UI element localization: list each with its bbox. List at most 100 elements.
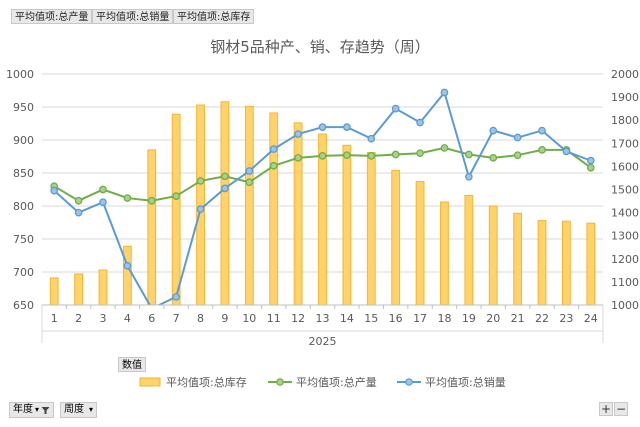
sales-point: [440, 88, 449, 97]
production-point: [245, 178, 254, 187]
legend-item-production: 平均值项:总产量: [268, 374, 377, 390]
inventory-bar: [98, 269, 108, 305]
sales-point: [123, 261, 132, 270]
x-axis-tick-label: 20: [486, 312, 500, 325]
left-axis-tick-label: 650: [13, 299, 34, 312]
sales-point: [416, 118, 424, 127]
left-axis-tick-label: 1000: [6, 68, 34, 81]
sales-point: [538, 126, 546, 135]
right-axis-tick-label: 1500: [611, 184, 639, 197]
production-point: [391, 150, 400, 159]
x-axis-tick-label: 9: [221, 312, 228, 325]
x-axis-tick-label: 2: [75, 312, 82, 325]
field-button-production[interactable]: 平均值项:总产量: [11, 9, 93, 24]
sales-point: [464, 172, 473, 181]
inventory-bar: [562, 220, 571, 305]
x-axis-tick-label: 13: [316, 312, 330, 325]
production-point: [221, 172, 229, 181]
x-axis-tick-label: 7: [173, 312, 180, 325]
chart-title: 钢材5品种产、销、存趋势（周）: [210, 38, 430, 56]
left-axis-tick-label: 700: [13, 266, 34, 279]
inventory-bar: [293, 122, 303, 305]
x-axis-tick-label: 10: [242, 312, 256, 325]
production-point: [269, 161, 278, 170]
inventory-bar: [391, 169, 401, 305]
production-point: [123, 194, 132, 202]
right-axis-tick-label: 1600: [611, 160, 639, 173]
x-axis-tick-label: 17: [413, 312, 427, 325]
x-axis-tick-label: 14: [340, 312, 354, 325]
year-filter-button[interactable]: 年度 ▾: [9, 402, 55, 418]
x-axis-tick-label: 19: [462, 312, 476, 325]
collapse-button[interactable]: −: [614, 402, 628, 416]
inventory-bar: [171, 113, 181, 305]
legend-label-inventory: 平均值项:总库存: [166, 376, 247, 389]
left-axis-tick-label: 750: [13, 233, 34, 246]
x-axis-tick-label: 21: [511, 312, 525, 325]
sales-point: [196, 205, 205, 213]
inventory-bar: [586, 222, 596, 305]
inventory-bar: [220, 101, 230, 305]
legend-item-inventory: 平均值项:总库存: [138, 374, 247, 390]
production-point: [147, 196, 156, 205]
sales-point: [294, 130, 302, 138]
right-axis-tick-label: 1700: [611, 137, 639, 150]
x-axis-tick-label: 24: [584, 312, 598, 325]
right-axis-tick-label: 1100: [611, 276, 639, 289]
x-axis-group-label: 2025: [309, 335, 337, 348]
production-point: [196, 177, 205, 185]
week-filter-button[interactable]: 周度 ▾: [60, 402, 98, 418]
inventory-bar: [269, 112, 279, 305]
legend-label-production: 平均值项:总产量: [296, 376, 377, 389]
sales-point: [50, 186, 59, 195]
legend-label-sales: 平均值项:总销量: [425, 376, 506, 389]
sales-point: [343, 123, 351, 131]
production-point: [440, 144, 449, 152]
production-point: [367, 151, 376, 160]
left-axis-tick-label: 900: [13, 134, 34, 147]
x-axis-tick-label: 3: [99, 312, 106, 325]
sales-point: [99, 198, 107, 207]
dropdown-icon: ▾: [35, 405, 40, 414]
plot-area: [49, 88, 596, 305]
sales-point: [367, 134, 376, 143]
legend-swatch-inventory: [139, 377, 161, 387]
values-field-button[interactable]: 数值: [118, 357, 146, 372]
week-filter-label: 周度: [64, 404, 84, 415]
expand-button[interactable]: +: [599, 402, 613, 416]
x-axis-tick-label: 4: [124, 312, 131, 325]
field-button-inventory[interactable]: 平均值项:总库存: [173, 9, 255, 24]
production-point: [74, 196, 83, 205]
sales-point: [245, 167, 254, 175]
x-axis-tick-label: 16: [389, 312, 403, 325]
filter-icon: [41, 406, 50, 414]
x-axis-tick-label: 18: [437, 312, 451, 325]
legend-item-sales: 平均值项:总销量: [397, 374, 506, 390]
production-point: [99, 185, 107, 194]
inventory-bar: [196, 104, 205, 305]
sales-point: [562, 147, 571, 156]
production-point: [343, 151, 351, 160]
inventory-bar: [74, 273, 83, 305]
right-axis-tick-label: 1000: [611, 299, 639, 312]
inventory-bar: [244, 105, 254, 305]
field-button-sales[interactable]: 平均值项:总销量: [92, 9, 174, 24]
year-filter-label: 年度: [13, 404, 33, 415]
legend-swatch-sales: [397, 378, 421, 386]
x-axis-tick-label: 12: [291, 312, 305, 325]
sales-point: [172, 293, 181, 301]
production-point: [586, 163, 595, 172]
x-axis-tick-label: 11: [267, 312, 281, 325]
inventory-bar: [440, 201, 449, 305]
sales-point: [489, 126, 498, 135]
sales-point: [269, 145, 278, 153]
right-axis-tick-label: 1300: [611, 230, 639, 243]
production-point: [489, 153, 498, 162]
sales-point: [150, 304, 154, 305]
x-axis-tick-label: 1: [51, 312, 58, 325]
production-point: [416, 149, 424, 158]
production-point: [294, 153, 302, 162]
x-axis-tick-label: 8: [197, 312, 204, 325]
production-point: [172, 192, 181, 200]
x-axis-tick-label: 22: [535, 312, 549, 325]
